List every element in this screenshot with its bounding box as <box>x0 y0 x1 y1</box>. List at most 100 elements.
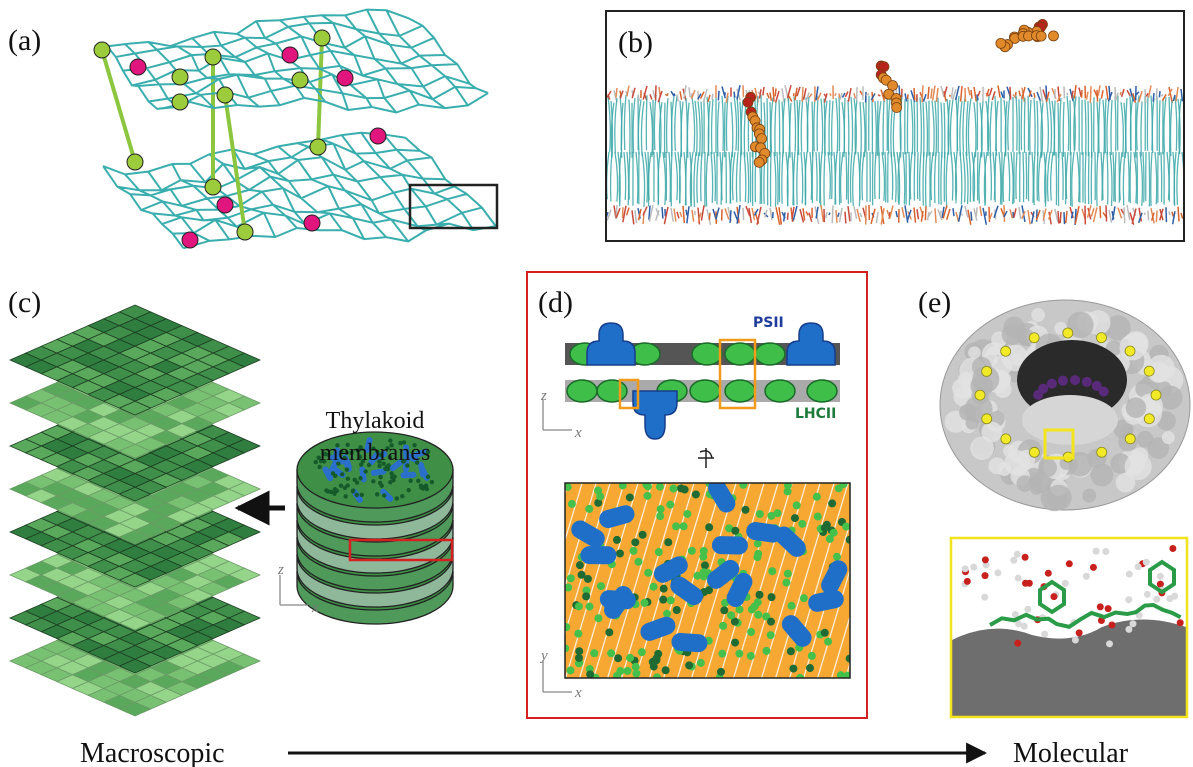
lipid-tail <box>902 151 906 205</box>
lipid-head <box>815 86 819 101</box>
lhcii <box>672 606 681 615</box>
lipid-head <box>1045 91 1050 103</box>
lipid-head <box>699 91 705 99</box>
lipid-tail <box>804 151 808 205</box>
lipid-tail <box>1129 95 1134 151</box>
lipid-head <box>940 85 945 98</box>
lipid-tail <box>909 151 913 200</box>
psii <box>418 461 427 478</box>
lhcii <box>691 342 723 366</box>
lipid-tail <box>925 101 929 157</box>
lipid-head <box>993 205 999 219</box>
lipid-tail <box>918 151 922 201</box>
lipid-head <box>1138 207 1143 222</box>
lipid-tail <box>1072 94 1076 151</box>
lipid-head <box>820 204 825 223</box>
lipid-head <box>824 212 828 219</box>
lipid-head <box>906 209 912 222</box>
molecule-bead <box>891 102 903 113</box>
lhcii <box>582 586 591 595</box>
lipid-head <box>736 85 741 100</box>
lhcii <box>354 492 359 498</box>
link <box>223 94 247 233</box>
lhcii <box>389 443 394 448</box>
lhcii <box>724 342 756 366</box>
lipid-tail <box>1096 102 1099 158</box>
lhcii <box>730 617 739 626</box>
lhcii <box>824 637 833 646</box>
grid-cell <box>118 572 152 588</box>
lipid-head <box>670 90 675 97</box>
lhcii <box>408 478 413 483</box>
lipid-tail <box>906 98 909 154</box>
lipid-head <box>1000 91 1004 99</box>
stripe <box>592 483 653 678</box>
lipid-tail <box>1023 97 1026 153</box>
molecule-bead <box>1048 30 1059 42</box>
lhcii <box>336 461 341 466</box>
lhcii <box>829 528 838 537</box>
lipid-head <box>853 206 858 219</box>
lipid-tail <box>1084 151 1087 204</box>
bead <box>1081 376 1092 387</box>
lipid-tail <box>1007 95 1011 151</box>
lipid-head <box>930 88 933 99</box>
lipid-head <box>778 207 783 225</box>
lipid-tail <box>965 151 969 205</box>
lipid-head <box>1126 89 1131 97</box>
lipid-tail <box>1106 151 1109 205</box>
atom <box>1096 603 1104 611</box>
lipid-tail <box>986 95 990 151</box>
lipid-head <box>1035 209 1041 221</box>
lipid-tail <box>1150 151 1153 207</box>
lhcii <box>574 653 583 662</box>
lhcii <box>807 651 816 660</box>
lhcii <box>699 568 708 577</box>
lhcii <box>705 523 714 532</box>
lipid-head <box>1177 206 1180 222</box>
ligand <box>989 602 1182 629</box>
atom <box>1050 593 1058 601</box>
lhcii <box>317 464 322 470</box>
lipid-head <box>1171 211 1176 225</box>
lipid-tail <box>1031 151 1034 203</box>
lhcii <box>828 499 837 508</box>
lipid-head <box>865 93 870 96</box>
lipid-head <box>642 206 648 216</box>
lhcii <box>382 493 387 498</box>
lipid-tail <box>685 151 688 206</box>
atom <box>1071 636 1079 644</box>
lipid-head <box>835 209 838 223</box>
lipid-head <box>1047 209 1053 220</box>
psii <box>774 526 806 557</box>
grid-cell <box>118 400 152 416</box>
lhcii <box>750 602 759 611</box>
bead <box>1124 433 1136 445</box>
lipid-head <box>1171 211 1175 217</box>
lipid-head <box>748 208 753 224</box>
lipid-tail <box>1061 151 1064 200</box>
lipid-tail <box>859 101 862 157</box>
lipid-head <box>1097 85 1101 96</box>
molecule-bead <box>887 80 898 91</box>
atom <box>1156 580 1164 588</box>
lhcii <box>836 671 845 678</box>
lhcii <box>574 629 583 638</box>
lhcii <box>412 442 417 448</box>
lipid-tail <box>609 151 613 202</box>
lipid-tail <box>819 151 823 207</box>
lhcii <box>812 492 821 501</box>
lipid-head <box>725 92 729 103</box>
lhcii <box>324 488 329 493</box>
lhcii <box>594 498 603 507</box>
lipid-head <box>1057 211 1060 224</box>
surface-lobe <box>1161 431 1175 445</box>
atom <box>1156 572 1164 580</box>
panel-d <box>526 271 868 719</box>
lipid-tail <box>1114 96 1117 152</box>
lipid-tail <box>644 151 649 203</box>
lipid-head <box>786 84 792 99</box>
lhcii <box>585 602 594 611</box>
lhcii <box>371 446 376 451</box>
lipid-head <box>916 209 920 220</box>
